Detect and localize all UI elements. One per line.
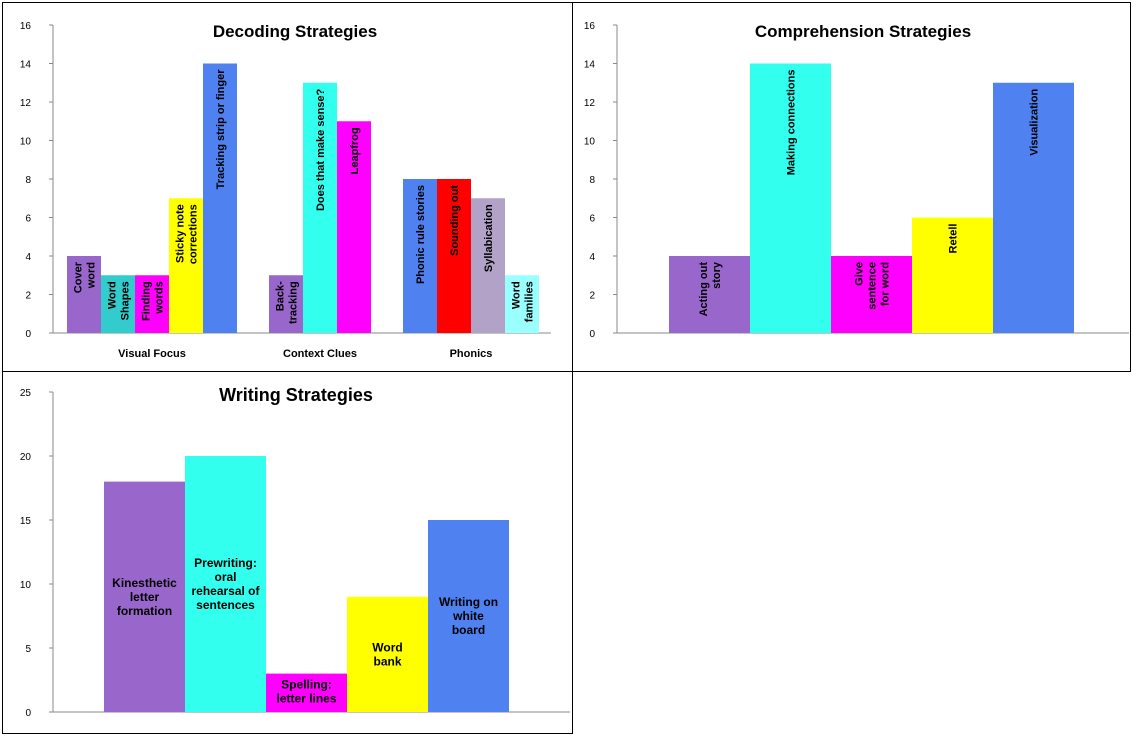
bar-label-tracking-strip-or-finger: Tracking strip or finger — [215, 69, 227, 190]
bar-making-connections — [750, 63, 831, 333]
chart-title: Decoding Strategies — [213, 22, 377, 41]
bar-cover-word — [67, 256, 101, 333]
chart-title: Writing Strategies — [219, 385, 373, 405]
y-tick-label: 5 — [25, 644, 31, 655]
bar-leapfrog — [337, 121, 371, 333]
bar-visualization — [993, 82, 1074, 333]
bar-finding-words — [135, 275, 169, 333]
y-tick-label: 14 — [20, 60, 32, 71]
bar-does-that-make-sense — [303, 82, 337, 333]
y-tick-label: 12 — [20, 98, 32, 109]
comprehension-chart-panel: Comprehension Strategies 0 2 4 6 8 10 12 14 16 Act… — [572, 2, 1131, 372]
y-tick-label: 2 — [25, 291, 31, 302]
bar-sounding-out — [437, 179, 471, 333]
bar-word-shapes — [101, 275, 135, 333]
y-tick-label: 10 — [584, 137, 596, 148]
bar-label-word-shapes: WordShapes — [106, 281, 131, 320]
bar-label-sounding-out: Sounding out — [449, 185, 461, 256]
y-tick-label: 10 — [20, 580, 32, 591]
y-tick-label: 0 — [25, 708, 31, 719]
bar-kinesthetic-letter-formation — [104, 481, 185, 712]
decoding-chart: Decoding Strategies 0 2 4 6 8 10 12 14 16 Coverwor… — [20, 21, 551, 360]
y-tick-label: 2 — [589, 291, 595, 302]
bar-label-kinesthetic-letter-formation: Kinesthetic letter formation — [112, 576, 177, 618]
decoding-chart-panel: Decoding Strategies 0 2 4 6 8 10 12 14 16 Coverwor… — [2, 2, 573, 372]
x-category-label-context-clues: Context Clues — [283, 348, 357, 360]
bar-label-sticky-note-corrections: Sticky notecorrections — [174, 204, 199, 264]
x-category-label-visual-focus: Visual Focus — [118, 348, 186, 360]
bar-writing-on-white-board — [428, 520, 509, 712]
y-tick-label: 4 — [589, 252, 595, 263]
chart-title: Comprehension Strategies — [755, 22, 971, 41]
bar-label-give-sentence-for-word: Givesentencefor word — [853, 262, 891, 310]
bar-label-prewriting-oral-rehearsal-of-sentences: Prewriting: oral rehearsal of sentences — [191, 556, 260, 612]
y-tick-label: 6 — [25, 214, 31, 225]
bar-word-families — [505, 275, 539, 333]
bar-label-phonic-rule-stories: Phonic rule stories — [415, 185, 427, 284]
y-tick-label: 0 — [25, 329, 31, 340]
bar-label-word-bank: Word bank — [372, 641, 402, 669]
bar-prewriting-oral-rehearsal-of-sentences — [185, 456, 266, 712]
y-tick-label: 8 — [589, 175, 595, 186]
bar-label-word-families: Wordfamilies — [510, 281, 535, 322]
y-tick-label: 6 — [589, 214, 595, 225]
y-tick-label: 12 — [584, 98, 596, 109]
y-tick-label: 10 — [20, 137, 32, 148]
bar-label-back-tracking: Back-tracking — [274, 281, 299, 324]
bar-label-spelling-letter-lines: Spelling: letter lines — [276, 678, 336, 706]
bar-word-bank — [347, 596, 428, 712]
bar-phonic-rule-stories — [403, 179, 437, 333]
bar-label-acting-out-story: Acting outstory — [698, 261, 723, 316]
bar-label-writing-on-white-board: Writing on white board — [439, 595, 498, 637]
bar-label-retell: Retell — [947, 224, 959, 254]
y-tick-label: 20 — [20, 452, 32, 463]
bar-label-making-connections: Making connections — [785, 70, 797, 176]
y-tick-label: 16 — [584, 21, 596, 32]
bar-tracking-strip-or-finger — [203, 63, 237, 333]
bar-label-cover-word: Coverword — [72, 261, 97, 293]
writing-chart-panel: Writing Strategies 0 5 10 15 20 25 Kinesthetic l… — [2, 371, 573, 734]
y-tick-label: 0 — [589, 329, 595, 340]
bar-label-visualization: Visualization — [1028, 88, 1040, 155]
y-tick-label: 16 — [20, 21, 32, 32]
comprehension-chart: Comprehension Strategies 0 2 4 6 8 10 12 14 16 Act… — [584, 21, 1129, 340]
y-tick-label: 8 — [25, 175, 31, 186]
bar-label-leapfrog: Leapfrog — [349, 127, 361, 174]
bar-retell — [912, 217, 993, 333]
bar-syllabication — [471, 198, 505, 333]
y-tick-label: 4 — [25, 252, 31, 263]
bar-label-does-that-make-sense: Does that make sense? — [315, 88, 327, 211]
bar-back-tracking — [269, 275, 303, 333]
bar-acting-out-story — [669, 256, 750, 333]
y-tick-label: 15 — [20, 516, 32, 527]
bar-sticky-note-corrections — [169, 198, 203, 333]
bar-give-sentence-for-word — [831, 256, 912, 333]
y-tick-label: 25 — [20, 388, 32, 399]
x-category-label-phonics: Phonics — [450, 348, 493, 360]
bar-label-syllabication: Syllabication — [483, 204, 495, 272]
y-tick-label: 14 — [584, 60, 596, 71]
bar-spelling-letter-lines — [266, 673, 347, 712]
writing-chart: Writing Strategies 0 5 10 15 20 25 Kinesthetic l… — [20, 385, 570, 719]
bar-label-finding-words: Findingwords — [140, 281, 165, 321]
